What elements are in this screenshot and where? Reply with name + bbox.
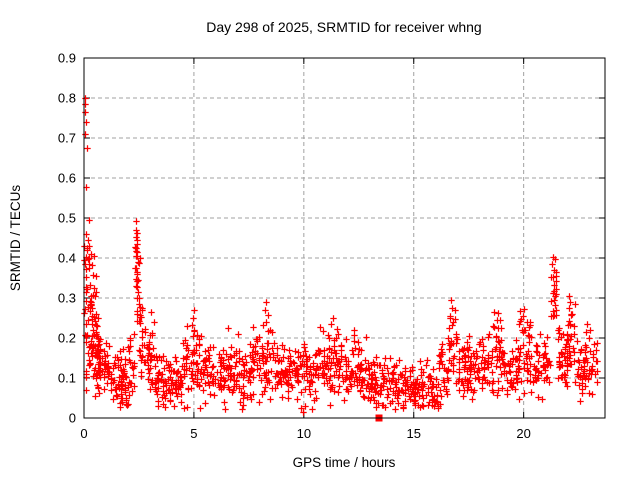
x-tick-label: 15 bbox=[407, 426, 421, 441]
y-tick-label: 0.2 bbox=[58, 331, 76, 346]
y-axis-label: SRMTID / TECUs bbox=[8, 185, 23, 292]
y-tick-label: 0.4 bbox=[58, 251, 76, 266]
y-tick-label: 0.5 bbox=[58, 211, 76, 226]
y-tick-label: 0.8 bbox=[58, 91, 76, 106]
y-tick-label: 0.3 bbox=[58, 291, 76, 306]
y-tick-label: 0.7 bbox=[58, 131, 76, 146]
x-tick-label: 5 bbox=[190, 426, 197, 441]
plot-border bbox=[83, 57, 606, 419]
data-points-layer bbox=[81, 95, 601, 422]
y-tick-label: 0.9 bbox=[58, 51, 76, 66]
x-tick-label: 20 bbox=[516, 426, 530, 441]
y-tick-label: 0.6 bbox=[58, 171, 76, 186]
y-tick-label: 0 bbox=[69, 411, 76, 426]
x-tick-label: 10 bbox=[297, 426, 311, 441]
chart-title: Day 298 of 2025, SRMTID for receiver whn… bbox=[206, 19, 481, 35]
x-tick-label: 0 bbox=[80, 426, 87, 441]
y-tick-label: 0.1 bbox=[58, 371, 76, 386]
tick-label-layer: 0 5 10 15 20 0 0.1 0.2 0.3 0.4 0.5 0.6 0.7 0.8 0.9 bbox=[58, 51, 531, 442]
srmtid-points bbox=[81, 95, 601, 416]
x-axis-label: GPS time / hours bbox=[293, 455, 396, 470]
